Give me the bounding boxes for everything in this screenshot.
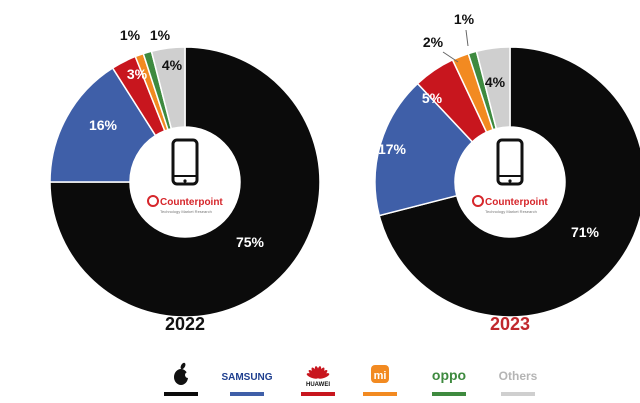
smartphone-icon <box>496 138 524 186</box>
legend-item-apple <box>164 362 198 396</box>
legend: SAMSUNG HUAWEI mi oppo Others <box>164 362 538 396</box>
legend-label: SAMSUNG <box>221 372 272 383</box>
legend-label: Others <box>499 369 538 383</box>
slice-label-huawei: 5% <box>422 90 443 106</box>
legend-swatch <box>301 392 335 396</box>
svg-text:Technology Market Research: Technology Market Research <box>485 209 537 214</box>
leader-line <box>465 29 469 47</box>
slice-others <box>150 46 186 130</box>
slice-label-huawei: 3% <box>127 66 148 82</box>
slice-label-others: 4% <box>162 57 183 73</box>
svg-text:Technology Market Research: Technology Market Research <box>160 209 212 214</box>
slice-samsung <box>49 66 157 183</box>
svg-text:Counterpoint: Counterpoint <box>160 197 223 208</box>
slice-others <box>475 46 511 130</box>
slice-label-xiaomi: 2% <box>423 34 444 50</box>
legend-label: HUAWEI <box>306 382 330 388</box>
legend-item-samsung: SAMSUNG <box>221 372 273 396</box>
legend-label: mi <box>374 370 387 382</box>
slice-label-others: 4% <box>485 74 506 90</box>
slice-apple <box>49 46 321 318</box>
legend-item-others: Others <box>499 369 538 396</box>
svg-text:Counterpoint: Counterpoint <box>485 197 548 208</box>
xiaomi-icon: mi <box>371 365 389 383</box>
slice-label-apple: 71% <box>571 224 600 240</box>
legend-item-oppo: oppo <box>432 367 466 396</box>
chart-year-title: 2023 <box>490 314 530 334</box>
slice-label-oppo: 1% <box>150 27 171 43</box>
legend-swatch <box>230 392 264 396</box>
legend-swatch <box>432 392 466 396</box>
huawei-icon <box>306 366 330 379</box>
legend-swatch <box>164 392 198 396</box>
legend-item-huawei: HUAWEI <box>301 366 335 396</box>
slice-label-apple: 75% <box>236 234 265 250</box>
slice-label-oppo: 1% <box>454 11 475 27</box>
legend-swatch <box>501 392 535 396</box>
legend-item-xiaomi: mi <box>363 365 397 396</box>
legend-label: oppo <box>432 367 466 383</box>
slice-label-xiaomi: 1% <box>120 27 141 43</box>
apple-icon <box>174 362 191 385</box>
chart-year-title: 2022 <box>165 314 205 334</box>
slice-apple <box>378 46 640 318</box>
smartphone-icon <box>171 138 199 186</box>
slice-label-samsung: 17% <box>378 141 407 157</box>
leader-line <box>442 51 459 63</box>
legend-swatch <box>363 392 397 396</box>
slice-label-samsung: 16% <box>89 117 118 133</box>
